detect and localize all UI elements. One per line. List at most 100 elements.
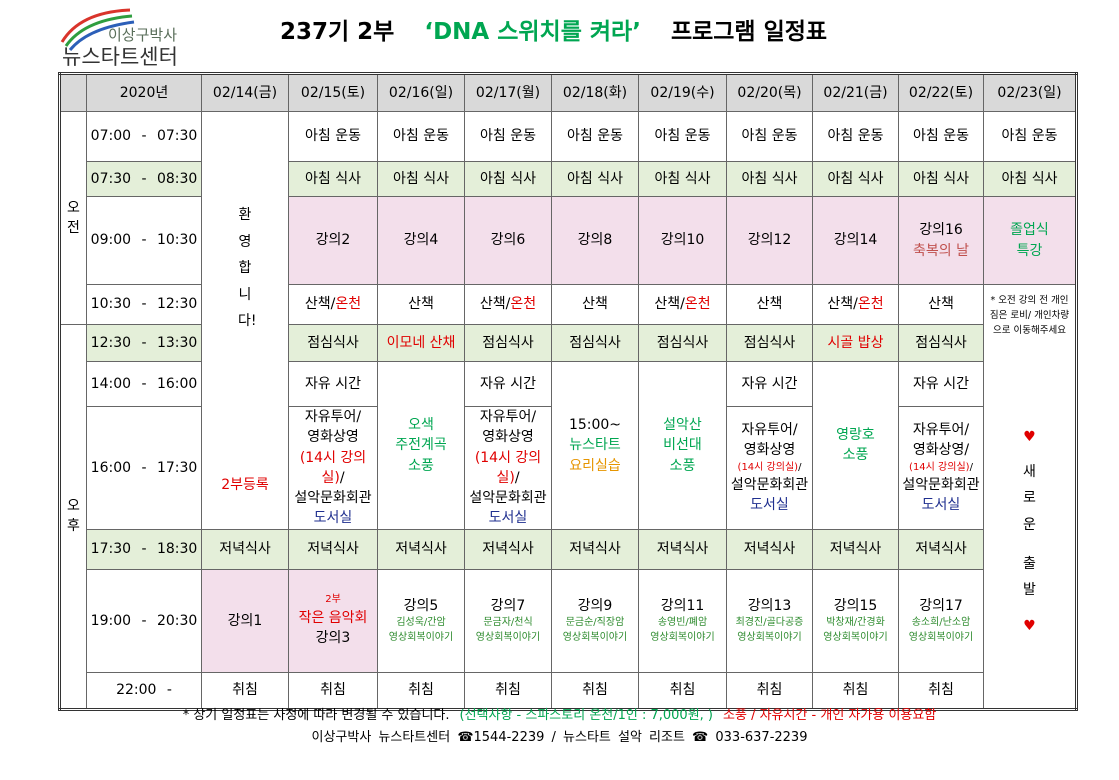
schedule-cell: 아침 운동 xyxy=(464,111,552,162)
time-cell: 16:00 - 17:30 xyxy=(86,406,202,530)
cell-line: 취침 xyxy=(842,682,869,699)
schedule-cell: 취침 xyxy=(464,671,552,710)
cell-line: 저녁식사 xyxy=(569,541,621,558)
text-segment: 산책/ xyxy=(654,296,685,313)
cell-line: 아침 식사 xyxy=(305,170,361,187)
schedule-cell: 강의16 축복의 날 xyxy=(898,196,984,285)
cell-line: 산책/온천 xyxy=(290,294,377,314)
date-header: 02/15(토) xyxy=(288,73,378,112)
cell-line: 도서실 xyxy=(750,497,789,514)
cell-line: 강의17 xyxy=(919,598,963,615)
schedule-cell: 산책/온천 xyxy=(812,284,899,325)
schedule-row: 19:00 - 20:30 강의1 2부 작은 음악회 강의3 강의5 김성욱/간암 영상회복… xyxy=(60,568,1077,673)
schedule-cell: 아침 식사 xyxy=(288,161,378,197)
schedule-cell: 점심식사 xyxy=(898,324,984,362)
time-cell: 12:30 - 13:30 xyxy=(86,324,202,362)
text-segment: / xyxy=(514,469,520,486)
period-char: 오 xyxy=(67,199,80,216)
schedule-cell: 산책 xyxy=(898,284,984,325)
cell-line: 축복의 날 xyxy=(913,242,969,259)
schedule-cell: 아침 운동 xyxy=(812,111,899,162)
schedule-cell: 취침 xyxy=(288,671,378,710)
cell-line: 설악문화회관 xyxy=(294,490,372,507)
text-segment: 산책/ xyxy=(479,296,511,313)
cell-line: 새로운 xyxy=(1023,463,1036,534)
schedule-cell: 점심식사 xyxy=(464,324,552,362)
schedule-cell: * 오전 강의 전 개인 짐은 로비/ 개인차량으로 이동해주세요 ♥ 새로운 출발 ♥ xyxy=(983,284,1077,710)
cell-line: 이모네 산채 xyxy=(386,334,456,351)
schedule-cell: 아침 식사 xyxy=(638,161,727,197)
cell-line: 아침 운동 xyxy=(1001,128,1058,145)
cell-line: 강의8 xyxy=(577,232,613,249)
logo-swoosh xyxy=(64,14,133,47)
text-segment: (14시 강의실) xyxy=(737,461,799,473)
logo-swoosh xyxy=(68,20,135,51)
cell-line: 산책 xyxy=(582,296,608,313)
cell-line: 영상회복이야기 xyxy=(650,631,715,643)
cell-line: 아침 식사 xyxy=(1001,170,1058,187)
time-cell: 14:00 - 16:00 xyxy=(86,361,202,407)
date-header: 02/19(수) xyxy=(638,73,727,112)
time-cell: 19:00 - 20:30 xyxy=(86,568,202,673)
cell-line: 작은 음악회 xyxy=(298,609,368,626)
schedule-cell: 강의8 xyxy=(551,196,639,285)
text-segment: 산책/ xyxy=(827,296,858,313)
cell-line: 강의16 xyxy=(919,222,963,239)
cell-line: 점심식사 xyxy=(482,334,534,351)
cell-line: 저녁식사 xyxy=(307,541,359,558)
cell-line: 저녁식사 xyxy=(743,541,796,558)
schedule-cell: 오색 주전계곡 소풍 xyxy=(377,361,465,530)
time-cell: 09:00 - 10:30 xyxy=(86,196,202,285)
schedule-cell: 취침 xyxy=(551,671,639,710)
cell-line: 특강 xyxy=(1016,242,1043,259)
cell-line: 설악산 xyxy=(663,416,702,433)
cell-line: 점심식사 xyxy=(656,334,709,351)
footer-contact: 이상구박사 뉴스타트센터 ☎1544-2239 / 뉴스타트 설악 리조트 ☎ … xyxy=(311,730,808,745)
footer-note: * 상기 일정표는 사정에 따라 변경될 수 있습니다. (선택사항 - 스파스토… xyxy=(0,704,1119,723)
schedule-cell: 환영합니다! 2부등록 xyxy=(201,111,289,530)
text-segment: 온천 xyxy=(857,296,884,313)
text-segment: (14시 강의실) xyxy=(909,461,970,473)
cell-line: 설악문화회관 xyxy=(902,477,980,494)
cell-line: 아침 운동 xyxy=(827,128,884,145)
schedule-cell: 저녁식사 xyxy=(288,528,378,570)
time-cell: 17:30 - 18:30 xyxy=(86,528,202,570)
logo-line2: 뉴스타트센터 xyxy=(62,45,178,69)
cell-line: 취침 xyxy=(495,682,521,699)
schedule-cell: 이모네 산채 xyxy=(377,324,465,362)
cell-line: 강의10 xyxy=(660,232,705,249)
schedule-cell: 아침 운동 xyxy=(726,111,813,162)
time-cell: 10:30 - 12:30 xyxy=(86,284,202,325)
cell-line: 김성욱/간암 xyxy=(396,617,446,629)
cell-line: 강의14 xyxy=(833,232,878,249)
cell-line: 영화상영 xyxy=(743,442,796,459)
schedule-cell: 산책 xyxy=(377,284,465,325)
schedule-cell: 아침 운동 xyxy=(551,111,639,162)
text-segment: * 상기 일정표는 사정에 따라 변경될 수 있습니다. xyxy=(182,708,450,723)
cell-line: 아침 운동 xyxy=(305,128,361,145)
cell-line: 아침 운동 xyxy=(913,128,969,145)
cell-line: 영상회복이야기 xyxy=(823,631,888,643)
schedule-row: 22:00 - 취침 취침 취침 취침 취침 취침 취침 취침 취침 xyxy=(60,671,1077,710)
cell-line: (14시 강의실)/ xyxy=(900,461,983,476)
cell-line: 점심식사 xyxy=(307,334,359,351)
cell-line: 아침 운동 xyxy=(741,128,798,145)
cell-line: 영화상영 xyxy=(307,429,359,446)
schedule-cell: 아침 식사 xyxy=(812,161,899,197)
cell-line: 영화상영 xyxy=(482,429,534,446)
cell-line: 2부 xyxy=(325,594,341,606)
schedule-cell: 저녁식사 xyxy=(638,528,727,570)
schedule-cell: 자유투어/영화상영 (14시 강의실)/설악문화회관 도서실 xyxy=(464,406,552,530)
schedule-cell: 취침 xyxy=(812,671,899,710)
time-cell: 07:30 - 08:30 xyxy=(86,161,202,197)
cell-line: 산책 xyxy=(928,296,954,313)
schedule-cell: 아침 운동 xyxy=(638,111,727,162)
cell-line: 강의6 xyxy=(490,232,526,249)
cell-line: 아침 식사 xyxy=(913,170,969,187)
time-cell: 07:00 - 07:30 xyxy=(86,111,202,162)
cell-line: 강의4 xyxy=(403,232,439,249)
header-row: 2020년 02/14(금) 02/15(토) 02/16(일) 02/17(월) 02/… xyxy=(59,73,1077,112)
cell-line: 출발 xyxy=(1023,555,1036,599)
title: 237기 2부 ‘DNA 스위치를 켜라’ 프로그램 일정표 xyxy=(280,12,827,46)
